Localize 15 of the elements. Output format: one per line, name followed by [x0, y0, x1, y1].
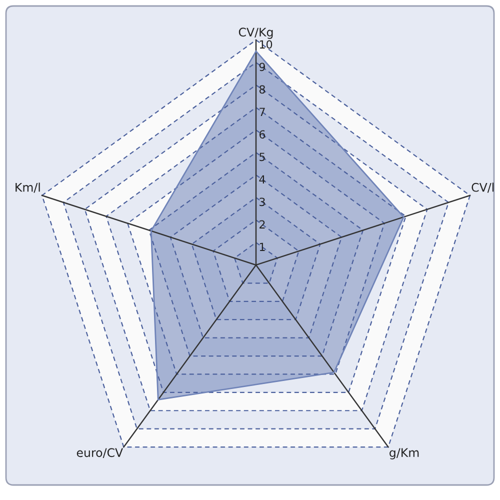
y-tick-label: 5 — [260, 152, 265, 162]
y-tick-label: 8 — [259, 85, 266, 94]
y-tick-label: 7 — [260, 108, 265, 116]
y-tick-label: 2 — [260, 220, 265, 228]
y-tick-label: 3 — [260, 198, 265, 206]
y-tick-label: 4 — [259, 175, 266, 184]
y-tick-label: 1 — [260, 242, 265, 251]
spoke-label: Km/l — [16, 182, 40, 193]
y-tick-label: 9 — [259, 62, 265, 72]
spoke-label: CV/l — [472, 182, 494, 193]
y-tick-label: 6 — [259, 130, 266, 139]
y-tick-label: 10 — [260, 40, 272, 49]
spoke-label: g/Km — [390, 448, 419, 460]
spoke-label: CV/Kg — [238, 28, 273, 39]
spoke-label: euro/CV — [76, 448, 123, 458]
